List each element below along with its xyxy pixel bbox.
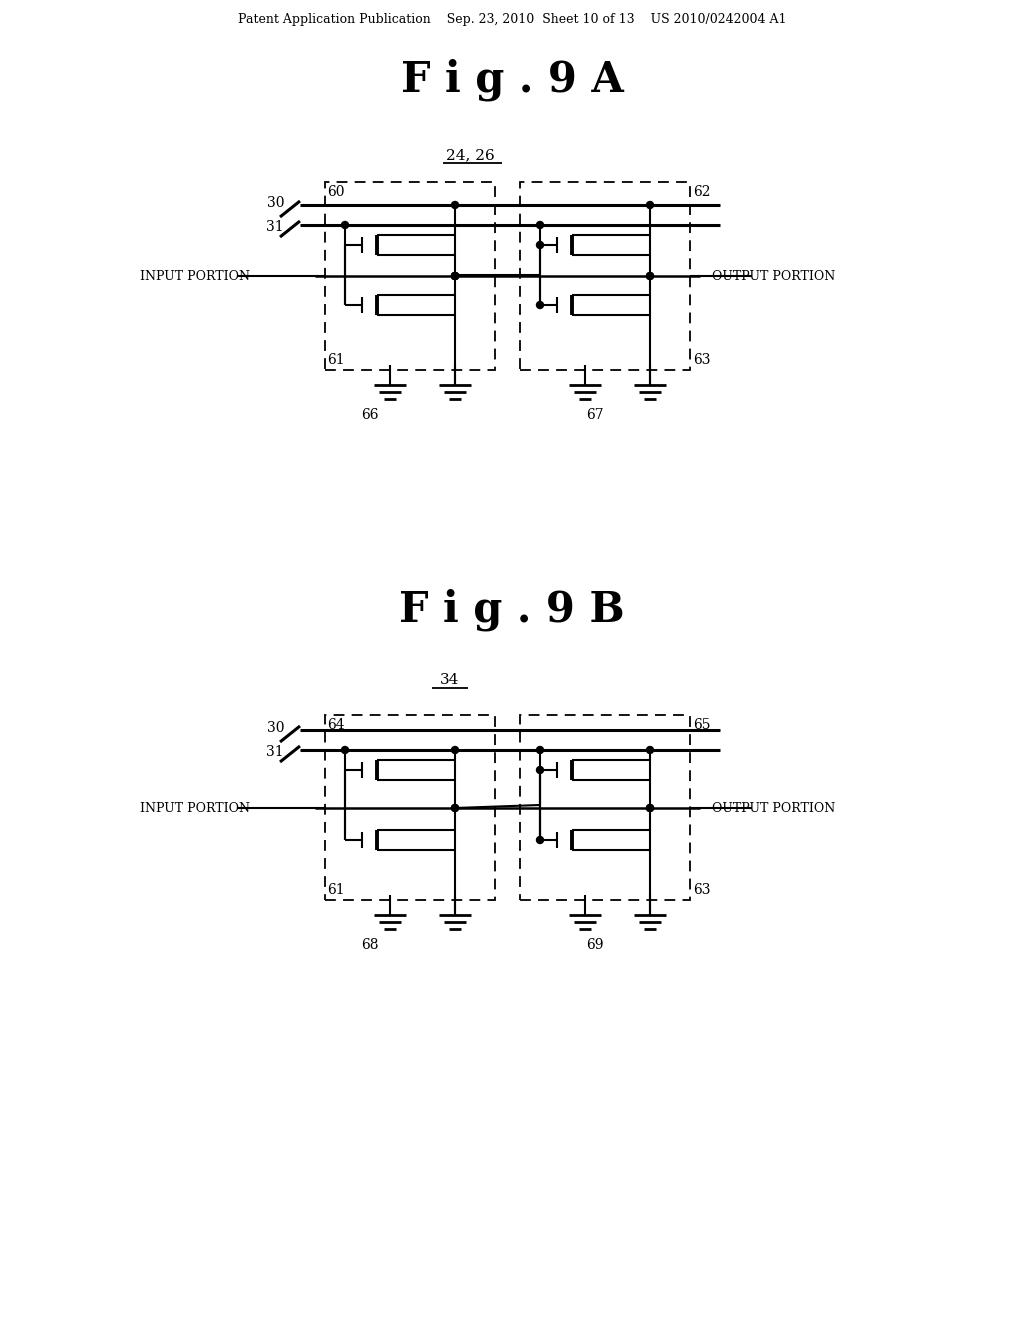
Text: 31: 31 xyxy=(266,744,284,759)
Text: F i g . 9 A: F i g . 9 A xyxy=(400,59,624,102)
Circle shape xyxy=(452,747,459,754)
Text: 61: 61 xyxy=(327,352,345,367)
Circle shape xyxy=(341,747,348,754)
Circle shape xyxy=(452,202,459,209)
Circle shape xyxy=(646,804,653,812)
Text: 31: 31 xyxy=(266,220,284,234)
Text: 30: 30 xyxy=(266,195,284,210)
Text: Patent Application Publication    Sep. 23, 2010  Sheet 10 of 13    US 2010/02420: Patent Application Publication Sep. 23, … xyxy=(238,13,786,26)
Circle shape xyxy=(452,804,459,812)
Text: 62: 62 xyxy=(693,185,711,199)
Text: 61: 61 xyxy=(327,883,345,898)
Bar xyxy=(325,182,495,370)
Text: 60: 60 xyxy=(327,185,344,199)
Circle shape xyxy=(646,272,653,280)
Circle shape xyxy=(452,272,459,280)
Text: OUTPUT PORTION: OUTPUT PORTION xyxy=(712,801,835,814)
Text: 68: 68 xyxy=(361,939,379,952)
Text: INPUT PORTION: INPUT PORTION xyxy=(140,801,250,814)
Circle shape xyxy=(537,747,544,754)
Circle shape xyxy=(537,301,544,309)
Circle shape xyxy=(341,222,348,228)
Text: 63: 63 xyxy=(693,352,711,367)
Circle shape xyxy=(646,804,653,812)
Text: 30: 30 xyxy=(266,721,284,735)
Bar xyxy=(325,715,495,900)
Circle shape xyxy=(537,242,544,248)
Circle shape xyxy=(537,837,544,843)
Text: F i g . 9 B: F i g . 9 B xyxy=(399,589,625,631)
Circle shape xyxy=(452,804,459,812)
Text: 65: 65 xyxy=(693,718,711,733)
Circle shape xyxy=(646,272,653,280)
Text: 64: 64 xyxy=(327,718,345,733)
Circle shape xyxy=(537,222,544,228)
Bar xyxy=(520,182,690,370)
Text: 66: 66 xyxy=(361,408,379,422)
Text: 69: 69 xyxy=(587,939,604,952)
Circle shape xyxy=(452,272,459,280)
Circle shape xyxy=(452,272,459,280)
Circle shape xyxy=(537,767,544,774)
Circle shape xyxy=(646,747,653,754)
Bar xyxy=(520,715,690,900)
Text: 34: 34 xyxy=(440,673,460,686)
Circle shape xyxy=(646,202,653,209)
Text: 67: 67 xyxy=(586,408,604,422)
Text: INPUT PORTION: INPUT PORTION xyxy=(140,269,250,282)
Text: 24, 26: 24, 26 xyxy=(445,148,495,162)
Text: OUTPUT PORTION: OUTPUT PORTION xyxy=(712,269,835,282)
Circle shape xyxy=(452,272,459,280)
Text: 63: 63 xyxy=(693,883,711,898)
